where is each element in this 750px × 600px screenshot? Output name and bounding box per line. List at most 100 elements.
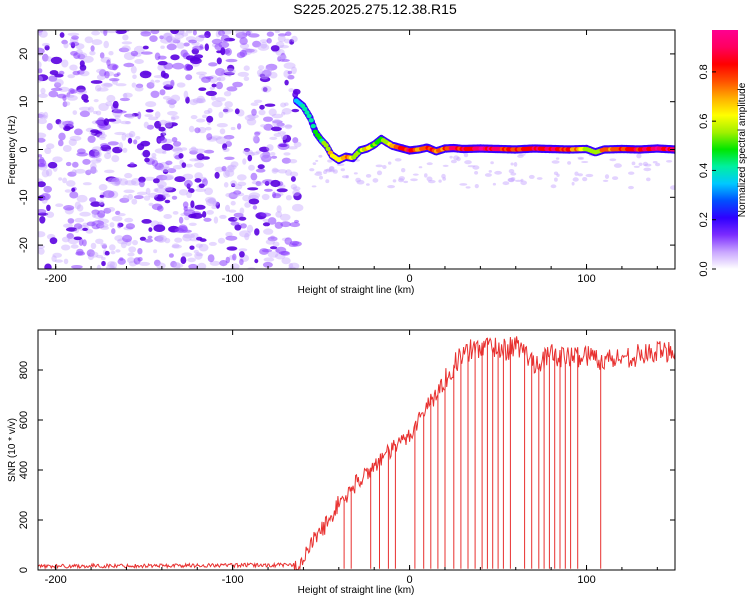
snr-x-tick-label: -200 — [45, 574, 67, 586]
noise-speckle — [277, 33, 287, 37]
noise-speckle — [112, 100, 119, 109]
noise-speckle — [153, 188, 159, 193]
noise-speckle — [225, 48, 232, 56]
noise-speckle — [104, 152, 112, 160]
noise-speckle — [238, 248, 248, 252]
noise-speckle — [197, 262, 207, 269]
noise-speckle — [118, 47, 130, 53]
noise-speckle — [285, 238, 291, 243]
noise-speckle — [79, 211, 91, 217]
noise-speckle — [106, 59, 111, 67]
figure-title: S225.2025.275.12.38.R15 — [293, 1, 457, 17]
noise-speckle — [214, 171, 220, 179]
noise-speckle — [122, 92, 133, 98]
noise-speckle — [463, 153, 469, 158]
noise-speckle — [203, 149, 215, 154]
noise-speckle — [149, 156, 157, 161]
noise-speckle — [255, 168, 266, 173]
noise-speckle — [51, 255, 57, 262]
noise-speckle — [99, 194, 105, 198]
noise-speckle — [131, 113, 139, 117]
noise-speckle — [192, 30, 197, 36]
noise-speckle — [151, 152, 157, 158]
noise-speckle — [581, 161, 589, 163]
noise-speckle — [66, 92, 71, 98]
snr-y-ticks: 0 200 400 600 800 — [18, 361, 675, 573]
noise-speckle — [289, 171, 299, 177]
noise-speckle — [233, 212, 244, 218]
noise-speckle — [259, 76, 271, 83]
signal-ridge-cell — [306, 113, 312, 119]
noise-speckle — [257, 43, 270, 51]
noise-speckle — [38, 231, 46, 238]
noise-speckle — [244, 114, 256, 121]
noise-speckle — [438, 179, 442, 183]
noise-speckle — [81, 94, 89, 101]
noise-speckle — [670, 185, 675, 190]
noise-speckle — [54, 82, 62, 88]
noise-speckle — [142, 149, 151, 158]
noise-speckle — [260, 41, 268, 49]
noise-speckle — [233, 190, 242, 195]
noise-speckle — [277, 142, 290, 150]
noise-speckle — [77, 148, 86, 155]
noise-speckle — [198, 183, 205, 189]
noise-speckle — [285, 169, 292, 176]
noise-speckle — [156, 194, 164, 200]
noise-speckle — [555, 157, 560, 160]
noise-speckle — [259, 39, 269, 43]
noise-speckle — [225, 256, 230, 264]
noise-speckle — [528, 174, 535, 179]
noise-speckle — [55, 203, 64, 207]
noise-speckle — [71, 35, 79, 40]
noise-speckle — [72, 161, 79, 168]
noise-speckle — [156, 262, 166, 269]
noise-speckle — [96, 254, 104, 259]
noise-speckle — [226, 165, 235, 173]
noise-speckle — [38, 114, 48, 119]
noise-speckle — [52, 252, 62, 258]
noise-speckle — [226, 86, 238, 92]
noise-speckle — [268, 108, 277, 116]
noise-speckle — [174, 32, 185, 39]
noise-speckle — [290, 184, 298, 190]
noise-speckle — [114, 235, 124, 242]
noise-speckle — [261, 85, 272, 93]
noise-speckle — [205, 126, 212, 131]
noise-speckle — [115, 110, 127, 114]
noise-speckle — [115, 210, 121, 215]
noise-speckle — [154, 111, 161, 118]
noise-speckle — [168, 253, 174, 258]
noise-speckle — [189, 158, 199, 162]
noise-speckle — [82, 182, 92, 186]
noise-speckle — [277, 131, 287, 135]
noise-speckle — [628, 171, 635, 175]
noise-speckle — [204, 187, 214, 196]
noise-speckle — [89, 197, 97, 203]
noise-speckle — [237, 71, 249, 77]
noise-speckle — [202, 211, 207, 218]
noise-speckle — [218, 41, 230, 48]
noise-speckle — [112, 64, 118, 71]
noise-speckle — [224, 156, 235, 160]
noise-speckle — [195, 243, 203, 248]
noise-speckle — [376, 170, 383, 176]
noise-speckle — [388, 161, 392, 165]
noise-speckle — [205, 90, 217, 96]
noise-speckle — [58, 86, 70, 92]
noise-speckle — [287, 74, 295, 80]
noise-speckle — [100, 242, 107, 247]
noise-speckle — [45, 168, 53, 177]
noise-speckle — [223, 135, 235, 140]
noise-speckle — [474, 171, 479, 175]
noise-speckle — [214, 201, 219, 206]
noise-speckle — [74, 228, 80, 233]
noise-speckle — [652, 161, 658, 164]
snr-series-line — [38, 336, 675, 570]
noise-speckle — [66, 233, 74, 239]
noise-speckle — [453, 155, 460, 161]
noise-speckle — [48, 75, 58, 82]
noise-speckle — [140, 31, 152, 37]
noise-speckle — [492, 182, 496, 186]
noise-speckle — [67, 94, 75, 98]
